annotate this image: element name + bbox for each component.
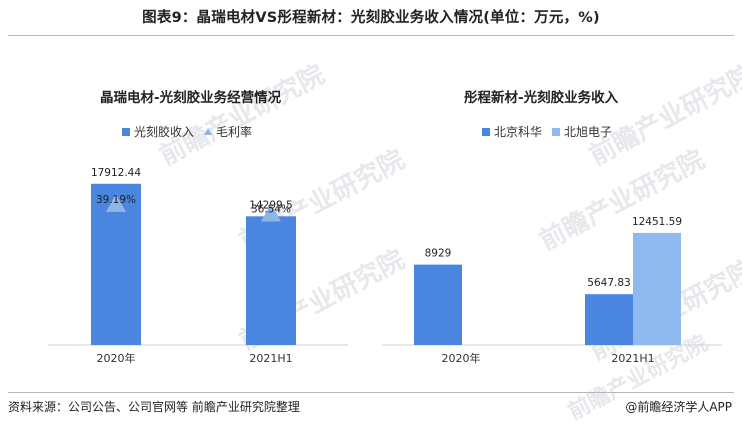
legend-item-kehua: 北京科华	[482, 123, 542, 140]
kehua-bar	[585, 294, 633, 345]
revenue-data-label: 17912.44	[91, 167, 141, 179]
right-x-tick-label: 2020年	[442, 351, 481, 365]
source-note: 资料来源：公司公告、公司官网等 前瞻产业研究院整理	[8, 400, 300, 414]
kehua-data-label: 5647.83	[587, 277, 630, 289]
left-x-tick-label: 2020年	[97, 351, 136, 365]
figure-title: 图表9：晶瑞电材VS彤程新材：光刻胶业务收入情况(单位：万元，%)	[142, 10, 600, 26]
brand-credit: @前瞻经济学人APP	[625, 400, 732, 414]
revenue-bar	[246, 216, 296, 345]
legend-swatch-kehua	[482, 127, 490, 136]
beixu-bar	[633, 232, 681, 345]
left-x-tick-label: 2021H1	[249, 352, 292, 365]
legend-item-revenue: 光刻胶收入	[122, 123, 194, 140]
triangle-icon	[204, 128, 213, 135]
legend-label-beixu: 北旭电子	[564, 125, 613, 139]
right-chart-title: 彤程新材-光刻胶业务收入	[464, 90, 619, 106]
legend-item-margin: 毛利率	[204, 123, 252, 140]
legend-swatch-revenue	[122, 127, 130, 136]
margin-marker	[106, 193, 126, 212]
legend-label-margin: 毛利率	[216, 125, 253, 139]
legend-swatch-beixu	[552, 127, 561, 136]
kehua-data-label: 8929	[425, 248, 452, 260]
title-divider	[8, 35, 734, 36]
legend-label-revenue: 光刻胶收入	[134, 125, 195, 139]
margin-marker	[261, 203, 281, 222]
left-chart-title: 晶瑞电材-光刻胶业务经营情况	[100, 90, 282, 106]
margin-data-label: 39.19%	[96, 194, 136, 206]
footer-divider	[8, 392, 734, 393]
legend-label-kehua: 北京科华	[494, 125, 543, 139]
right-x-tick-label: 2021H1	[611, 352, 654, 365]
margin-data-label: 36.54%	[251, 203, 291, 215]
legend-item-beixu: 北旭电子	[552, 123, 612, 140]
left-chart-legend: 光刻胶收入 毛利率	[122, 123, 262, 140]
kehua-bar	[414, 264, 462, 345]
right-chart-legend: 北京科华 北旭电子	[482, 123, 622, 140]
beixu-data-label: 12451.59	[632, 216, 682, 228]
